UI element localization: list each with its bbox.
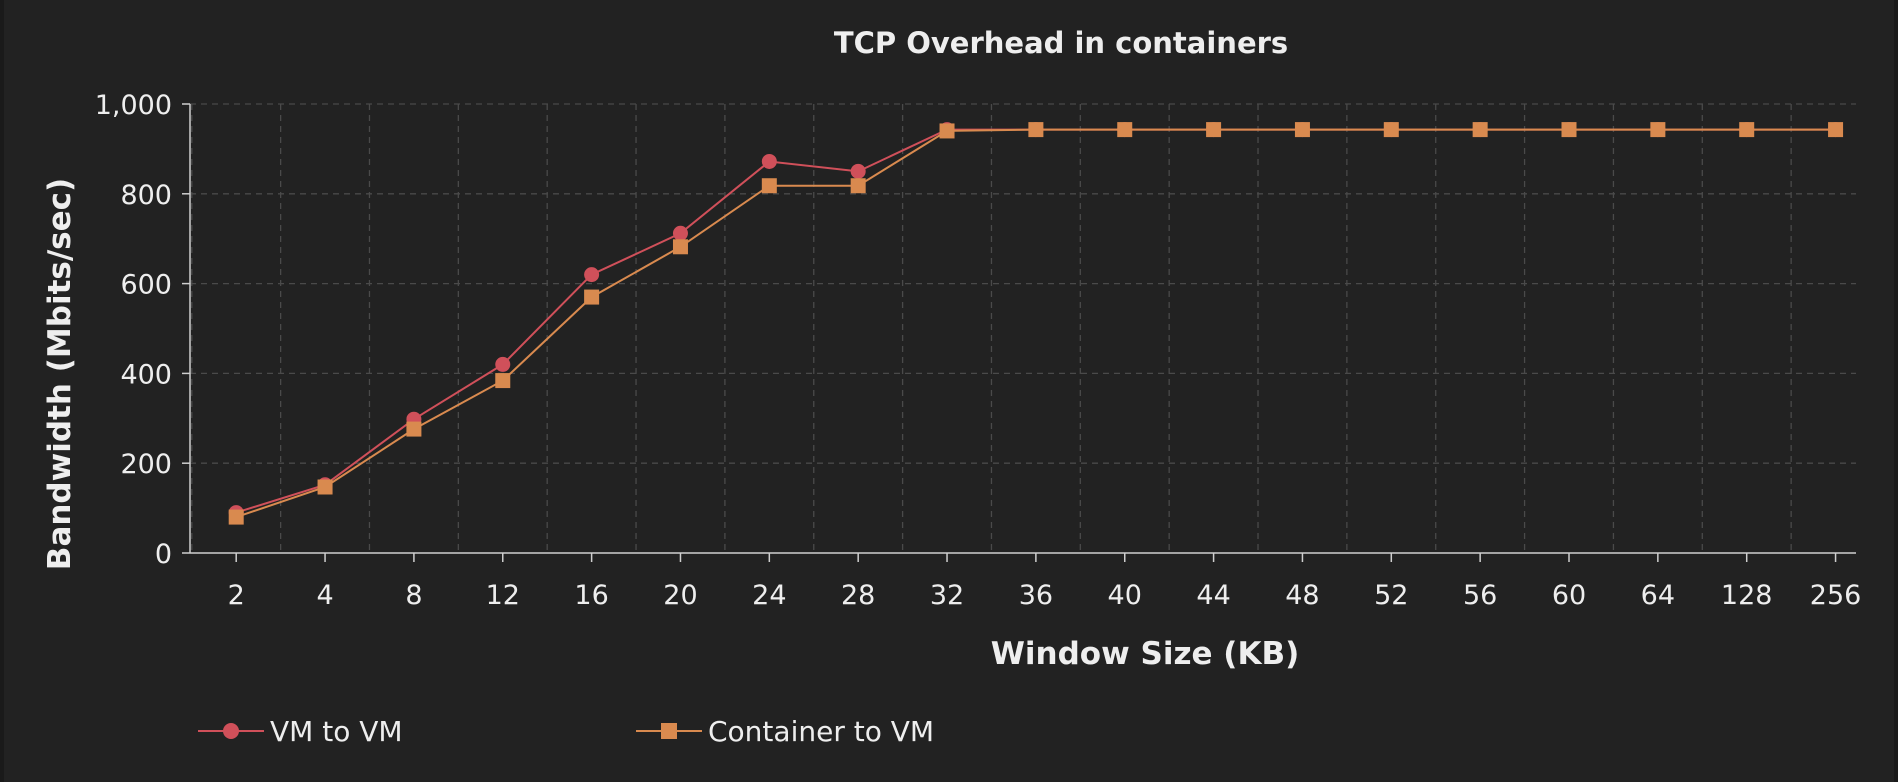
x-tick-label: 8 xyxy=(405,580,422,611)
data-point xyxy=(228,509,244,525)
x-axis-title: Window Size (KB) xyxy=(991,636,1300,672)
data-point xyxy=(1650,122,1666,138)
y-tick-label: 1,000 xyxy=(95,90,172,121)
y-tick-label: 200 xyxy=(120,449,172,480)
chart-title: TCP Overhead in containers xyxy=(834,26,1288,60)
data-point xyxy=(1028,122,1044,138)
data-point xyxy=(317,479,333,495)
data-point xyxy=(1117,122,1133,138)
series-line xyxy=(235,128,1836,514)
legend-label: VM to VM xyxy=(270,715,403,748)
x-tick-label: 24 xyxy=(752,580,786,611)
chart-panel: TCP Overhead in containers 0 200 400 600 800… xyxy=(4,0,1894,782)
data-point xyxy=(1472,122,1488,138)
data-point xyxy=(850,163,866,179)
x-tick-label: 60 xyxy=(1552,580,1586,611)
data-point xyxy=(1206,122,1222,138)
legend-marker xyxy=(661,723,677,739)
data-point xyxy=(1383,122,1399,138)
y-axis-title: Bandwidth (Mbits/sec) xyxy=(42,178,78,570)
data-point xyxy=(1739,122,1755,138)
data-point xyxy=(584,289,600,305)
x-tick-label: 256 xyxy=(1810,580,1862,611)
x-tick-label: 16 xyxy=(574,580,608,611)
data-point xyxy=(406,421,422,437)
data-point xyxy=(1294,122,1310,138)
data-point xyxy=(495,356,511,372)
x-tick-label: 12 xyxy=(486,580,520,611)
data-point xyxy=(584,267,600,283)
y-tick-label: 800 xyxy=(120,180,172,211)
y-tick-label: 400 xyxy=(120,359,172,390)
x-tick-label: 40 xyxy=(1108,580,1142,611)
x-tick-label: 2 xyxy=(228,580,245,611)
data-point xyxy=(495,373,511,389)
x-tick-label: 48 xyxy=(1285,580,1319,611)
legend-label: Container to VM xyxy=(708,715,934,748)
data-point xyxy=(1561,122,1577,138)
x-tick-label: 4 xyxy=(316,580,333,611)
legend-item-0: VM to VM xyxy=(198,715,403,748)
legend: VM to VM Container to VM xyxy=(198,715,934,748)
x-tick-label: 20 xyxy=(663,580,697,611)
legend-item-1: Container to VM xyxy=(636,715,934,748)
data-point xyxy=(850,178,866,194)
y-tick-label: 0 xyxy=(155,539,172,570)
data-point xyxy=(1828,122,1844,138)
x-tick-label: 128 xyxy=(1721,580,1773,611)
y-tick-label: 600 xyxy=(120,270,172,301)
series-1 xyxy=(228,122,1844,525)
x-tick-label: 44 xyxy=(1196,580,1230,611)
data-point xyxy=(761,153,777,169)
x-tick-label: 52 xyxy=(1374,580,1408,611)
series-line xyxy=(235,128,1836,519)
line-chart: TCP Overhead in containers 0 200 400 600 800… xyxy=(42,26,1862,748)
x-tick-label: 28 xyxy=(841,580,875,611)
x-tick-label: 56 xyxy=(1463,580,1497,611)
data-point xyxy=(761,178,777,194)
legend-marker xyxy=(223,723,239,739)
x-tick-label: 32 xyxy=(930,580,964,611)
x-tick-label: 64 xyxy=(1641,580,1675,611)
data-point xyxy=(672,225,688,241)
grid xyxy=(190,103,1856,553)
data-point xyxy=(939,123,955,139)
series-0 xyxy=(228,122,1844,521)
data-point xyxy=(672,239,688,255)
series-layer xyxy=(228,122,1844,525)
x-tick-label: 36 xyxy=(1019,580,1053,611)
